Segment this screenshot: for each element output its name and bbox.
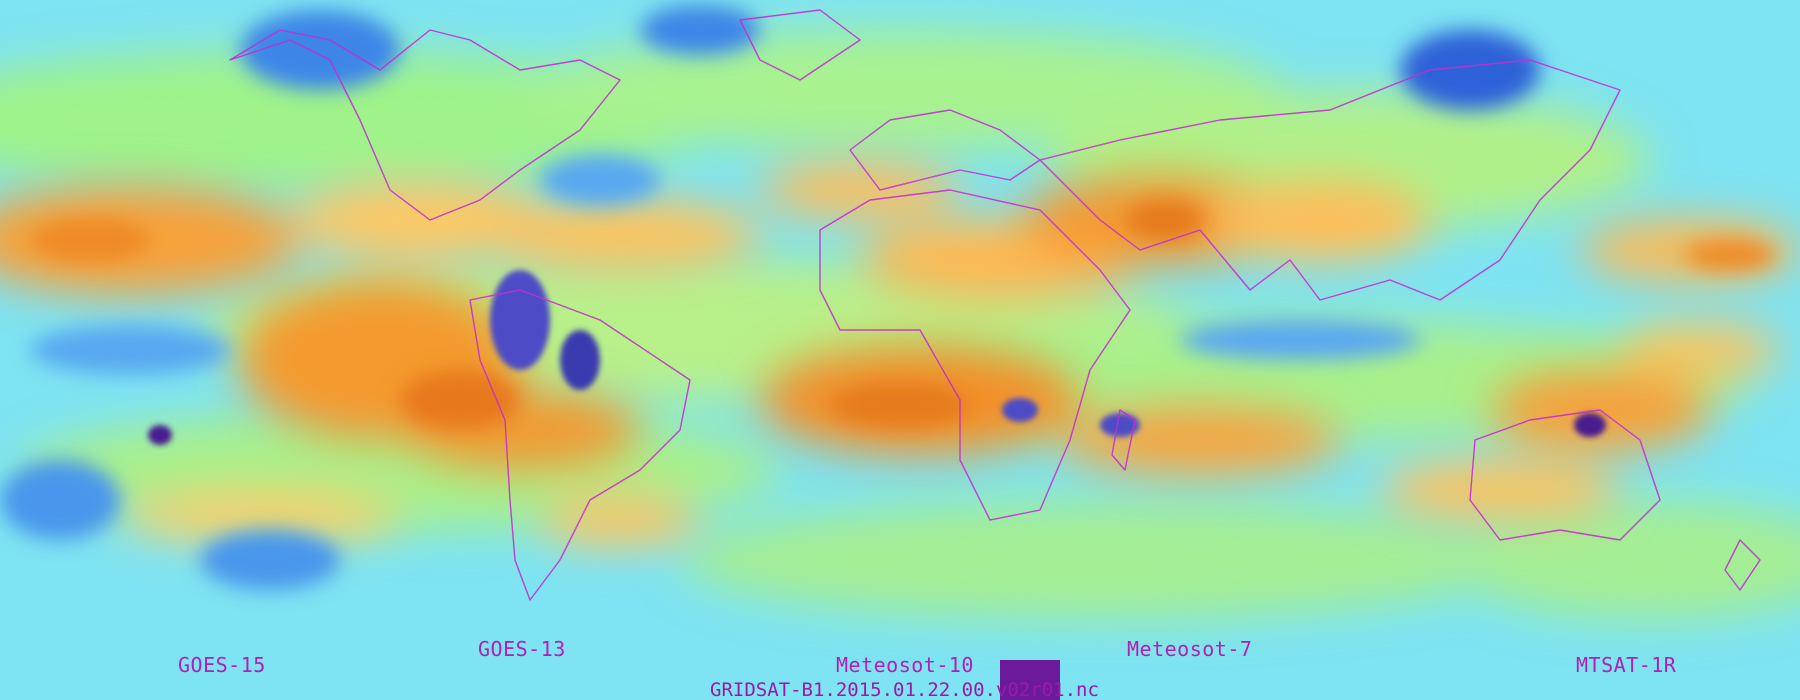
coast-europe: [849, 109, 1041, 191]
satellite-label-goes-15: GOES-15: [178, 653, 266, 677]
satellite-label-mtsat-1r: MTSAT-1R: [1576, 653, 1677, 677]
coast-madagascar: [1111, 409, 1136, 471]
coast-south-america: [469, 289, 691, 601]
coastlines: [229, 9, 1761, 601]
satellite-label-meteosot-10: Meteosot-10: [836, 653, 974, 677]
satellite-label-goes-13: GOES-13: [478, 637, 566, 661]
coast-asia: [1039, 59, 1621, 301]
satellite-label-meteosot-7: Meteosot-7: [1127, 637, 1252, 661]
coast-new-zealand: [1724, 539, 1761, 591]
coast-north-america: [229, 29, 621, 221]
file-label: GRIDSAT-B1.2015.01.22.00.v02r01.nc: [710, 679, 1099, 700]
coast-australia: [1469, 409, 1661, 541]
coast-africa: [819, 189, 1131, 521]
coast-greenland: [739, 9, 861, 81]
driest-cores: [30, 200, 1775, 430]
no-data-patch: [1000, 660, 1060, 700]
